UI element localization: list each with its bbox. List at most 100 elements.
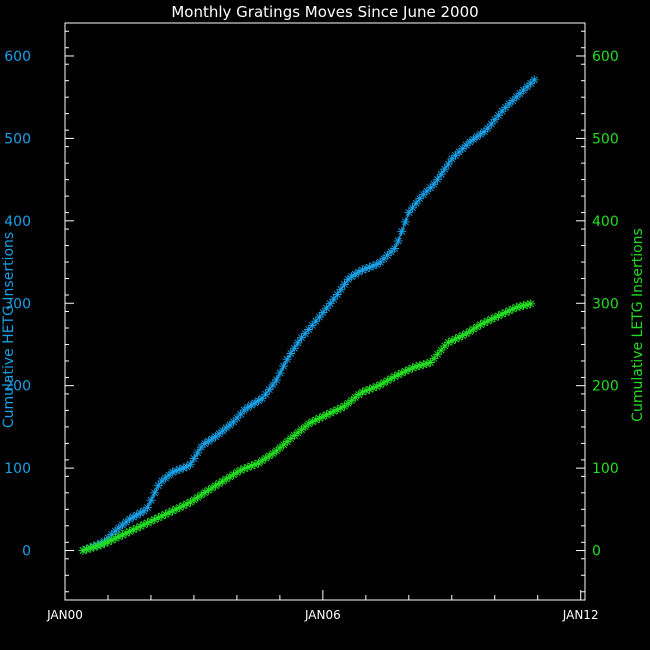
point-hetg-31 [189,454,199,464]
point-hetg-66 [314,312,324,322]
point-letg-57 [282,437,292,447]
point-letg-65 [311,415,321,425]
point-letg-105 [454,332,464,342]
point-letg-71 [332,405,342,415]
point-hetg-72 [336,284,346,294]
point-hetg-74 [343,274,353,284]
point-hetg-50 [257,393,267,403]
y-tick-label-left-0: 0 [22,544,31,560]
point-hetg-82 [372,259,382,269]
point-hetg-33 [196,442,206,452]
point-letg-67 [318,412,328,422]
point-hetg-83 [375,257,385,267]
point-letg-86 [386,374,396,384]
point-letg-117 [497,309,507,319]
point-hetg-77 [354,267,364,277]
point-letg-107 [461,329,471,339]
point-letg-4 [92,541,102,551]
point-letg-116 [493,311,503,321]
point-hetg-56 [279,361,289,371]
point-letg-43 [232,467,242,477]
x-tick-label-2: JAN12 [562,608,599,622]
point-hetg-125 [526,78,536,88]
point-letg-21 [153,513,163,523]
point-letg-119 [504,306,514,316]
point-hetg-58 [286,348,296,358]
point-hetg-61 [297,333,307,343]
point-letg-120 [508,304,518,314]
point-hetg-12 [121,517,131,527]
point-letg-93 [411,362,421,372]
point-hetg-17 [139,506,149,516]
point-hetg-110 [472,132,482,142]
point-hetg-98 [429,179,439,189]
point-hetg-103 [447,154,457,164]
point-hetg-62 [300,329,310,339]
point-letg-94 [415,361,425,371]
point-letg-33 [196,490,206,500]
point-letg-114 [486,314,496,324]
point-hetg-44 [236,409,246,419]
point-hetg-9 [110,526,120,536]
point-hetg-11 [117,520,127,530]
point-hetg-49 [254,396,264,406]
point-letg-60 [293,428,303,438]
point-hetg-80 [365,262,375,272]
point-hetg-54 [271,375,281,385]
point-letg-1 [82,544,92,554]
point-letg-80 [365,384,375,394]
point-letg-41 [225,472,235,482]
point-hetg-120 [508,95,518,105]
point-letg-102 [443,337,453,347]
point-hetg-63 [304,324,314,334]
point-letg-73 [339,401,349,411]
chart-title: Monthly Gratings Moves Since June 2000 [171,3,478,21]
point-letg-78 [357,387,367,397]
point-hetg-119 [504,99,514,109]
point-hetg-92 [408,203,418,213]
y-tick-label-left-3: 300 [4,296,31,312]
point-letg-91 [404,365,414,375]
point-hetg-18 [143,503,153,513]
point-hetg-53 [268,380,278,390]
point-letg-54 [271,446,281,456]
point-letg-68 [322,410,332,420]
point-letg-82 [372,381,382,391]
point-hetg-10 [114,523,124,533]
point-hetg-105 [454,147,464,157]
point-hetg-114 [486,119,496,129]
point-hetg-91 [404,207,414,217]
point-hetg-85 [382,250,392,260]
point-hetg-106 [458,144,468,154]
point-letg-31 [189,495,199,505]
point-hetg-65 [311,316,321,326]
y-tick-label-right-5: 500 [592,131,619,147]
point-letg-46 [243,462,253,472]
point-hetg-59 [289,343,299,353]
point-letg-118 [501,307,511,317]
point-hetg-94 [415,194,425,204]
point-letg-7 [103,537,113,547]
point-hetg-40 [221,423,231,433]
point-letg-38 [214,479,224,489]
y-axis-label-right: Cumulative LETG Insertions [630,228,646,422]
point-letg-113 [483,316,493,326]
x-tick-label-0: JAN00 [46,608,83,622]
point-hetg-107 [461,140,471,150]
point-hetg-115 [490,115,500,125]
point-hetg-16 [135,508,145,518]
point-hetg-101 [440,164,450,174]
point-letg-25 [168,506,178,516]
point-letg-110 [472,322,482,332]
point-hetg-123 [519,85,529,95]
point-hetg-100 [436,169,446,179]
point-letg-124 [522,300,532,310]
point-hetg-111 [476,129,486,139]
point-letg-5 [96,540,106,550]
y-tick-label-left-6: 600 [4,49,31,65]
point-letg-109 [468,324,478,334]
point-letg-45 [239,464,249,474]
point-letg-111 [476,320,486,330]
point-hetg-78 [357,265,367,275]
